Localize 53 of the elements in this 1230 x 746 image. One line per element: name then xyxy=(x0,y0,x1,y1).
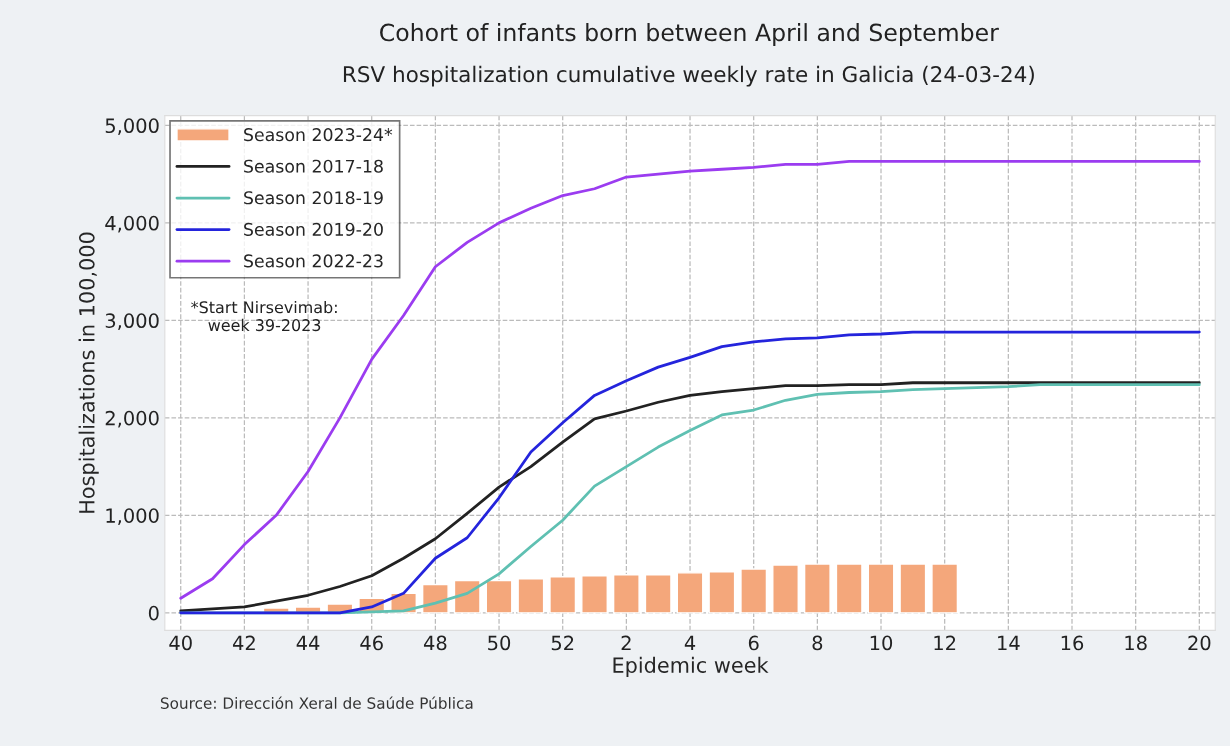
bar xyxy=(803,563,831,614)
x-axis-title: Epidemic week xyxy=(613,656,769,677)
y-tick-label: 2,000 xyxy=(105,410,159,428)
bar xyxy=(740,568,768,614)
annotation: *Start Nirsevimab: week 39-2023 xyxy=(191,300,337,332)
chart-subtitle: RSV hospitalization cumulative weekly rate in Galicia (24-03-24) xyxy=(343,65,1034,87)
line-series xyxy=(179,330,1201,615)
x-tick-label: 16 xyxy=(1061,635,1084,651)
bar xyxy=(421,583,449,614)
y-axis-title: Hospitalizations in 100,000 xyxy=(78,232,99,513)
x-tick-label: 4 xyxy=(684,635,696,651)
y-tick-label: 3,000 xyxy=(105,313,159,330)
x-tick-label: 10 xyxy=(870,635,893,651)
bar xyxy=(453,579,481,614)
x-tick-label: 46 xyxy=(360,635,383,651)
bar xyxy=(708,571,736,614)
x-tick-label: 6 xyxy=(748,635,759,651)
bar xyxy=(517,578,545,614)
line-series xyxy=(179,160,1201,600)
legend-label: Season 2017-18 xyxy=(244,159,383,173)
y-tick-label: 0 xyxy=(148,605,159,621)
legend-label: Season 2023-24* xyxy=(244,128,393,142)
y-tick-label: 1,000 xyxy=(106,508,159,525)
bar xyxy=(676,572,704,614)
bar xyxy=(485,579,513,614)
x-tick-label: 14 xyxy=(998,635,1020,651)
x-tick-label: 40 xyxy=(169,635,192,651)
bar xyxy=(931,563,959,614)
legend-label: Season 2018-19 xyxy=(244,191,383,205)
legend-label: Season 2019-20 xyxy=(244,222,383,236)
y-tick-label: 5,000 xyxy=(105,118,159,136)
x-tick-label: 20 xyxy=(1188,635,1211,651)
x-tick-label: 42 xyxy=(232,635,255,651)
bar xyxy=(549,576,577,614)
bar xyxy=(867,563,895,614)
legend-label: Season 2022-23 xyxy=(244,254,383,268)
x-tick-label: 8 xyxy=(812,635,823,651)
y-tick-label: 4,000 xyxy=(105,215,159,233)
chart-title: Cohort of infants born between April and September xyxy=(380,23,999,46)
bar xyxy=(835,563,863,614)
bar xyxy=(644,574,672,614)
x-tick-label: 2 xyxy=(621,635,631,651)
x-tick-label: 18 xyxy=(1125,635,1147,651)
x-tick-label: 50 xyxy=(488,635,511,651)
x-tick-label: 48 xyxy=(423,635,447,651)
bar xyxy=(899,563,927,614)
x-tick-label: 12 xyxy=(934,635,956,651)
x-tick-label: 52 xyxy=(551,635,574,651)
x-tick-label: 44 xyxy=(296,635,320,651)
source-note: Source: Dirección Xeral de Saúde Pública xyxy=(160,696,473,709)
bar xyxy=(772,564,799,614)
bar xyxy=(581,575,608,614)
bar xyxy=(612,574,640,614)
